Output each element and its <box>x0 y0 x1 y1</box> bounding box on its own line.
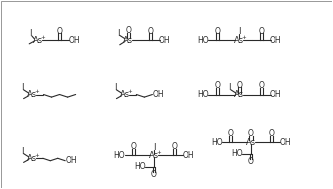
Text: O: O <box>151 170 157 179</box>
Text: I: I <box>21 83 24 92</box>
Text: HO: HO <box>134 162 146 171</box>
Text: I: I <box>29 29 32 38</box>
Text: As: As <box>27 154 37 163</box>
Text: +: + <box>34 89 39 94</box>
Text: As: As <box>123 36 134 45</box>
Text: O: O <box>248 129 254 138</box>
Text: As: As <box>234 90 244 99</box>
Text: As: As <box>27 90 37 99</box>
Text: I: I <box>117 29 120 38</box>
Text: As: As <box>120 90 130 99</box>
Text: OH: OH <box>159 36 170 45</box>
Text: I: I <box>228 83 231 92</box>
Text: OH: OH <box>153 90 164 99</box>
Text: HO: HO <box>211 138 222 147</box>
Text: +: + <box>40 35 45 40</box>
Text: O: O <box>248 157 254 166</box>
Text: HO: HO <box>231 149 243 158</box>
Text: O: O <box>131 142 136 151</box>
Text: O: O <box>147 27 153 36</box>
Text: +: + <box>156 150 161 155</box>
Text: HO: HO <box>197 36 209 45</box>
Text: I: I <box>114 83 116 92</box>
Text: As: As <box>33 36 43 45</box>
Text: O: O <box>126 26 131 35</box>
Text: I: I <box>238 27 241 36</box>
Text: O: O <box>215 27 220 36</box>
Text: OH: OH <box>65 156 77 165</box>
Text: As: As <box>149 151 159 160</box>
Text: O: O <box>57 27 63 36</box>
Text: O: O <box>258 81 264 90</box>
Text: O: O <box>227 129 233 138</box>
Text: O: O <box>171 142 177 151</box>
Text: O: O <box>236 81 242 90</box>
Text: As: As <box>234 36 244 45</box>
Text: OH: OH <box>270 90 282 99</box>
Text: +: + <box>127 89 132 94</box>
Text: HO: HO <box>197 90 209 99</box>
Text: As: As <box>246 138 256 147</box>
Text: HO: HO <box>114 151 125 160</box>
Text: OH: OH <box>182 151 194 160</box>
Text: OH: OH <box>270 36 282 45</box>
Text: O: O <box>258 27 264 36</box>
Text: I: I <box>21 147 24 156</box>
Text: +: + <box>34 153 39 158</box>
Text: I: I <box>153 143 155 152</box>
Text: O: O <box>269 129 274 138</box>
Text: OH: OH <box>69 36 80 45</box>
Text: O: O <box>215 81 220 90</box>
Text: OH: OH <box>280 138 291 147</box>
Text: +: + <box>242 35 246 40</box>
